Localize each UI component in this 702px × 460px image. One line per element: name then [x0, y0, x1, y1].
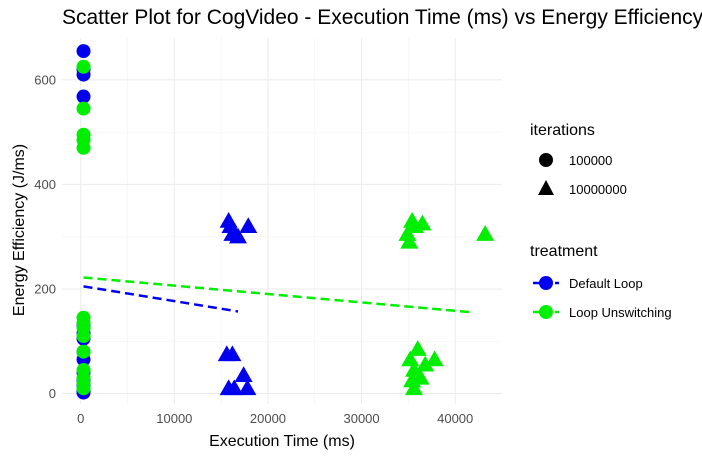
- data-point-triangle: [398, 225, 417, 241]
- legend-loop-unswitching-marker: [539, 305, 553, 319]
- data-points: [76, 44, 495, 400]
- data-point-circle: [76, 89, 91, 104]
- legend-shape-title: iterations: [530, 122, 595, 139]
- y-axis-title: Energy Efficiency (J/ms): [11, 144, 28, 316]
- data-point-circle: [76, 101, 91, 116]
- data-point-triangle: [413, 214, 432, 231]
- legend-shape-label: 100000: [569, 153, 612, 168]
- x-tick-labels: 0 10000 20000 30000 40000: [77, 411, 473, 426]
- x-tick-label: 30000: [343, 411, 379, 426]
- legend-circle-marker: [539, 153, 553, 167]
- data-point-triangle: [408, 340, 427, 356]
- data-point-triangle: [405, 379, 423, 396]
- data-point-circle: [76, 44, 91, 59]
- legend-triangle-marker: [538, 180, 554, 195]
- data-point-triangle: [225, 379, 244, 396]
- data-point-circle: [76, 59, 91, 74]
- chart-title: Scatter Plot for CogVideo - Execution Ti…: [62, 6, 702, 29]
- legend-default-loop-marker: [539, 276, 553, 290]
- data-point-circle: [76, 381, 91, 396]
- y-tick-label: 600: [34, 72, 56, 87]
- data-point-triangle: [239, 217, 258, 233]
- legend-color-title: treatment: [530, 243, 598, 260]
- x-tick-label: 40000: [437, 411, 473, 426]
- legend: iterations 100000 10000000 treatment Def…: [530, 122, 672, 320]
- legend-color-label: Default Loop: [569, 276, 643, 291]
- x-tick-label: 10000: [156, 411, 192, 426]
- data-point-triangle: [476, 225, 495, 241]
- data-point-triangle: [223, 345, 242, 362]
- x-axis-title: Execution Time (ms): [209, 433, 355, 450]
- data-point-triangle: [416, 355, 435, 372]
- data-point-triangle: [425, 350, 444, 367]
- grid: [62, 38, 502, 404]
- x-tick-label: 0: [77, 411, 84, 426]
- trend-line: [83, 285, 239, 313]
- data-point-triangle: [238, 379, 257, 396]
- trend-lines: [83, 276, 475, 314]
- data-point-triangle: [400, 232, 419, 249]
- y-tick-label: 0: [49, 386, 56, 401]
- data-point-triangle: [229, 227, 247, 244]
- data-point-triangle: [221, 217, 240, 233]
- trend-line: [83, 276, 475, 314]
- legend-shape-label: 10000000: [569, 182, 627, 197]
- data-point-circle: [76, 329, 91, 344]
- y-tick-label: 400: [34, 177, 56, 192]
- legend-color-label: Loop Unswitching: [569, 305, 672, 320]
- data-point-triangle: [411, 368, 430, 385]
- y-tick-labels: 0 200 400 600: [34, 72, 56, 401]
- y-tick-label: 200: [34, 281, 56, 296]
- data-point-triangle: [234, 366, 253, 382]
- data-point-circle: [76, 140, 91, 155]
- x-tick-label: 20000: [250, 411, 286, 426]
- data-point-circle: [76, 344, 91, 359]
